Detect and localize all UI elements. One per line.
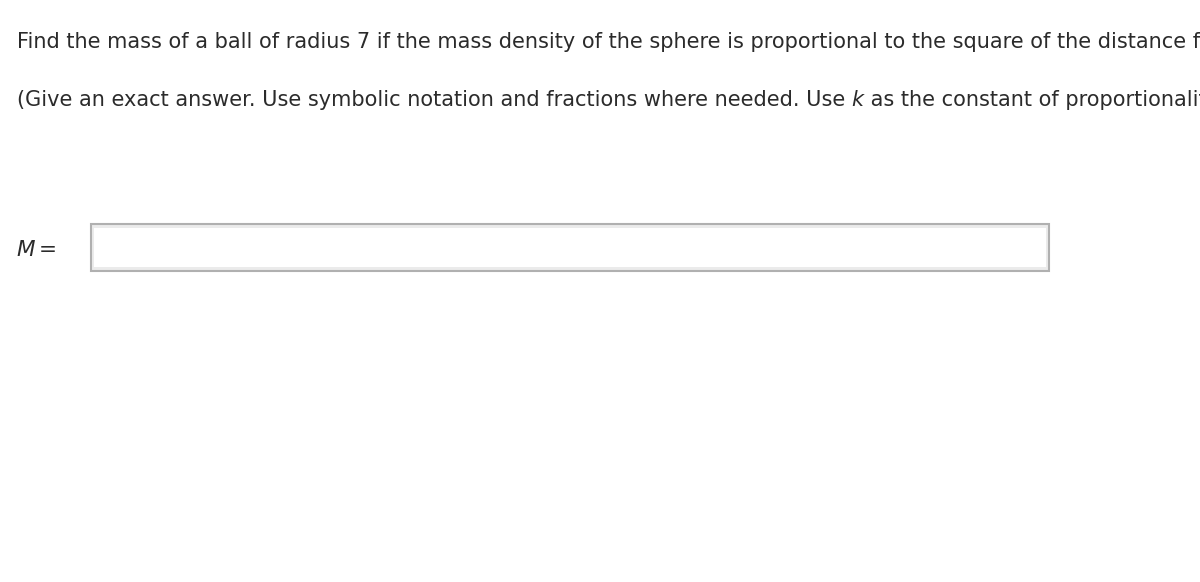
Text: (Give an exact answer. Use symbolic notation and fractions where needed. Use: (Give an exact answer. Use symbolic nota… <box>17 90 852 110</box>
Text: as the constant of proportionality.): as the constant of proportionality.) <box>864 90 1200 110</box>
Text: =: = <box>38 240 56 260</box>
FancyBboxPatch shape <box>94 228 1046 267</box>
FancyBboxPatch shape <box>91 224 1049 271</box>
Text: Find the mass of a ball of radius 7 if the mass density of the sphere is proport: Find the mass of a ball of radius 7 if t… <box>17 32 1200 52</box>
Text: k: k <box>852 90 864 110</box>
Text: M: M <box>17 240 35 260</box>
